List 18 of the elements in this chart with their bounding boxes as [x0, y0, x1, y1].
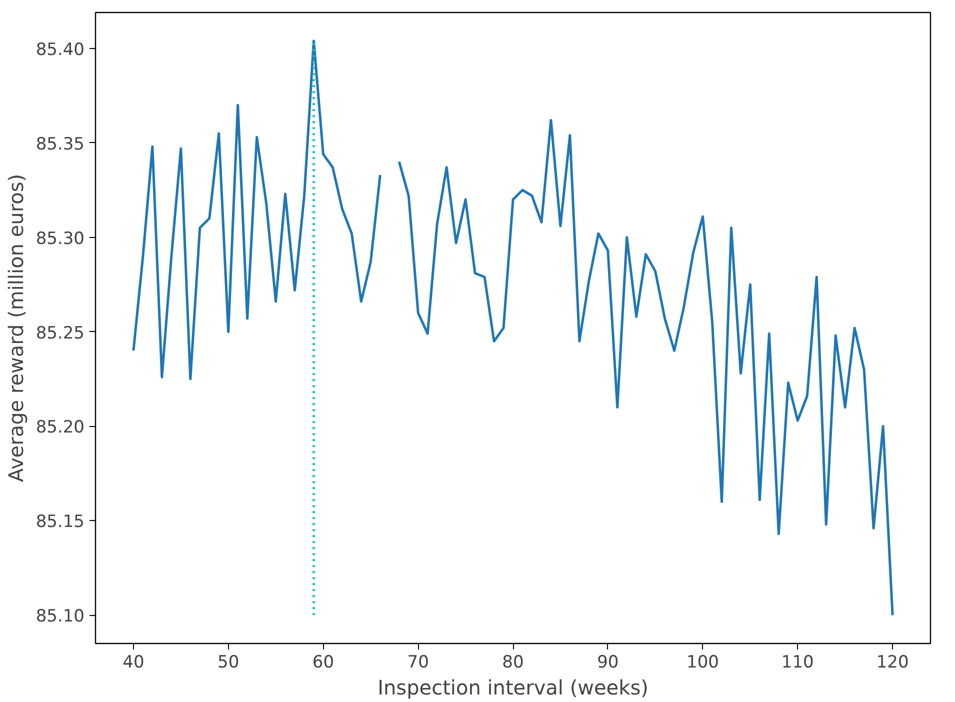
x-tick-label: 120: [876, 652, 909, 672]
x-tick-label: 50: [218, 652, 240, 672]
x-tick-label: 80: [502, 652, 524, 672]
y-tick-label: 85.15: [36, 512, 85, 532]
x-tick-label: 70: [407, 652, 429, 672]
x-axis-title: Inspection interval (weeks): [378, 676, 648, 700]
y-tick-label: 85.35: [36, 134, 85, 154]
x-tick-label: 100: [686, 652, 719, 672]
x-tick-label: 90: [597, 652, 619, 672]
x-tick-label: 40: [122, 652, 144, 672]
x-tick-label: 110: [781, 652, 814, 672]
y-tick-label: 85.30: [36, 228, 85, 249]
y-axis-title: Average reward (million euros): [4, 174, 28, 482]
y-tick-label: 85.25: [36, 323, 85, 344]
y-tick-label: 85.40: [36, 40, 85, 60]
x-tick-label: 60: [312, 652, 334, 672]
y-tick-label: 85.20: [36, 418, 85, 438]
y-tick-label: 85.10: [36, 606, 85, 627]
